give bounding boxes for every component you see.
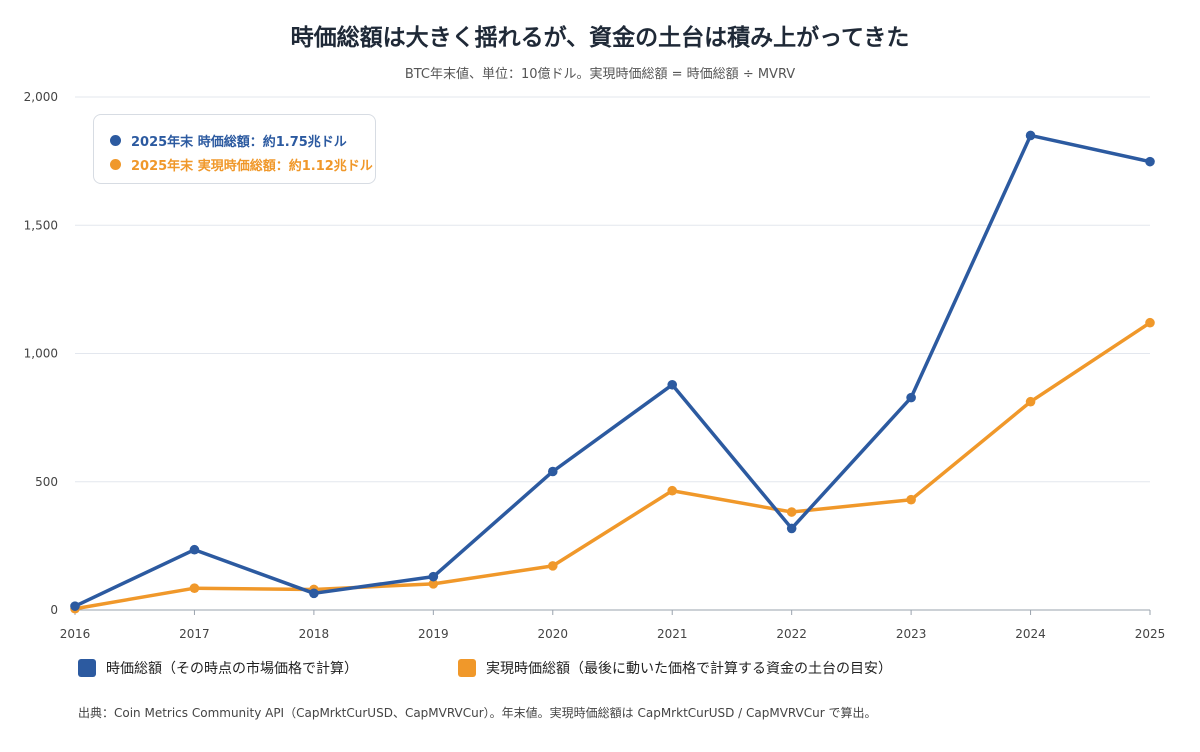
data-point-market-cap (906, 392, 916, 403)
x-tick-label: 2019 (418, 627, 449, 641)
legend-market-cap-label: 時価総額（その時点の市場価格で計算） (106, 661, 358, 677)
data-point-realized-cap (667, 485, 678, 496)
data-point-market-cap (309, 588, 319, 599)
y-tick-label: 1,500 (24, 218, 58, 232)
callout-realized-cap: 2025年末 実現時価総額：約1.12兆ドル (110, 155, 373, 174)
data-point-market-cap (547, 466, 558, 477)
data-point-market-cap (1145, 156, 1155, 167)
x-tick-label: 2021 (657, 627, 688, 641)
x-tick-label: 2022 (776, 627, 807, 641)
legend-item-realized-cap[interactable]: 実現時価総額（最後に動いた価格で計算する資金の土台の目安） (458, 658, 892, 678)
data-point-market-cap (428, 571, 439, 582)
x-tick-label: 2024 (1015, 627, 1046, 641)
series-line-realized-cap (73, 320, 1152, 611)
x-tick-label: 2025 (1135, 627, 1166, 641)
y-tick-label: 500 (35, 475, 58, 489)
chart-title: 時価総額は大きく揺れるが、資金の土台は積み上がってきた (290, 25, 910, 51)
data-point-market-cap (667, 379, 678, 390)
x-tick-label: 2020 (538, 627, 569, 641)
callout-box: 2025年末 時価総額：約1.75兆ドル 2025年末 実現時価総額：約1.12… (93, 114, 376, 184)
data-point-realized-cap (906, 494, 916, 505)
data-point-market-cap (1025, 130, 1036, 141)
x-tick-label: 2018 (299, 627, 330, 641)
data-point-realized-cap (428, 579, 439, 589)
callout-market-cap: 2025年末 時価総額：約1.75兆ドル (110, 131, 347, 150)
market-cap-swatch-icon (78, 659, 96, 677)
y-tick-label: 0 (50, 603, 58, 617)
x-tick-label: 2023 (896, 627, 927, 641)
data-point-market-cap (70, 601, 80, 611)
realized-cap-swatch-icon (458, 659, 476, 677)
y-tick-label: 1,000 (24, 347, 58, 361)
data-point-realized-cap (1025, 396, 1036, 407)
callout-market-cap-text: 2025年末 時価総額：約1.75兆ドル (131, 135, 347, 150)
callout-realized-cap-text: 2025年末 実現時価総額：約1.12兆ドル (131, 159, 373, 174)
market-cap-dot-icon (110, 135, 121, 146)
data-point-realized-cap (786, 507, 797, 517)
realized-cap-dot-icon (110, 159, 121, 170)
source-note: 出典：Coin Metrics Community API（CapMrktCur… (78, 706, 877, 720)
data-point-realized-cap (1145, 317, 1155, 328)
data-point-market-cap (786, 523, 797, 534)
data-point-market-cap (189, 544, 200, 555)
chart-legend: 時価総額（その時点の市場価格で計算） 実現時価総額（最後に動いた価格で計算する資… (78, 658, 1178, 686)
legend-realized-cap-label: 実現時価総額（最後に動いた価格で計算する資金の土台の目安） (486, 661, 892, 677)
x-tick-label: 2017 (179, 627, 210, 641)
data-point-realized-cap (189, 583, 200, 593)
x-tick-label: 2016 (60, 627, 91, 641)
series-line-market-cap (73, 133, 1152, 608)
data-point-realized-cap (547, 561, 558, 571)
y-tick-label: 2,000 (24, 90, 58, 104)
chart-subtitle: BTC年末値、単位：10億ドル。実現時価総額 = 時価総額 ÷ MVRV (404, 67, 796, 82)
legend-item-market-cap[interactable]: 時価総額（その時点の市場価格で計算） (78, 658, 358, 678)
